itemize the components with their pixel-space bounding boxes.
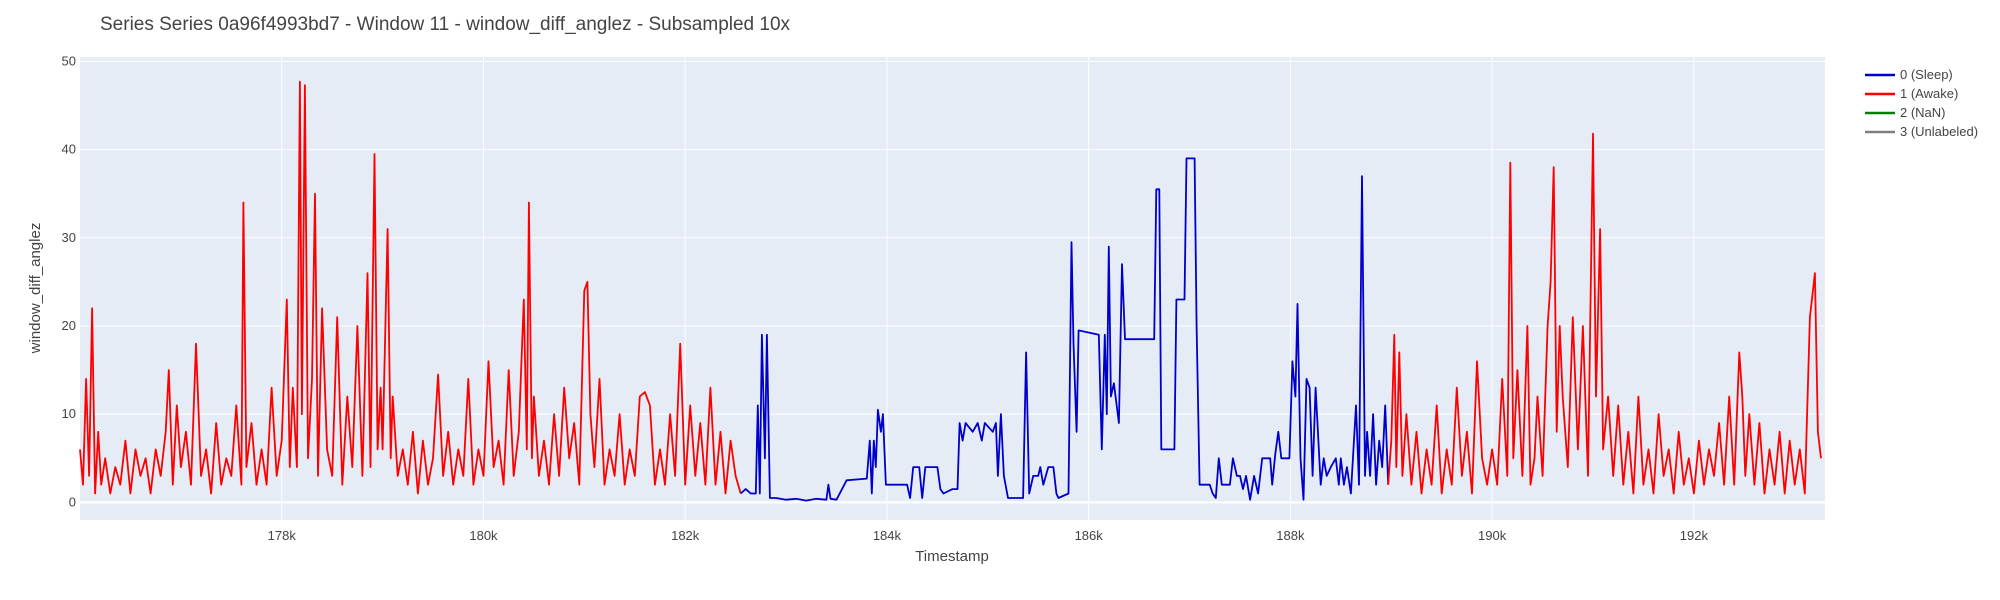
y-tick-label: 50 [62,53,76,68]
series-line [1387,132,1822,495]
legend-item-label: 2 (NaN) [1900,105,1946,120]
y-tick-label: 10 [62,406,76,421]
y-tick-label: 30 [62,230,76,245]
series-lines [79,80,1822,502]
y-tick-label: 40 [62,142,76,157]
series-line [79,80,742,495]
legend-item-label: 3 (Unlabeled) [1900,124,1978,139]
legend-item-label: 0 (Sleep) [1900,67,1953,82]
x-tick-label: 186k [1075,528,1104,543]
x-tick-label: 182k [671,528,700,543]
chart-title: Series Series 0a96f4993bd7 - Window 11 -… [100,14,791,35]
legend: 0 (Sleep) 1 (Awake) 2 (NaN) 3 (Unlabeled) [1865,67,1978,139]
y-tick-label: 20 [62,318,76,333]
grid-lines [80,57,1825,520]
x-tick-label: 188k [1276,528,1305,543]
x-tick-label: 180k [469,528,498,543]
y-tick-label: 0 [69,494,76,509]
x-tick-label: 190k [1478,528,1507,543]
x-tick-label: 178k [268,528,297,543]
x-axis-title: Timestamp [915,548,989,565]
y-axis-ticks: 0 10 20 30 40 50 [62,53,76,509]
y-axis-title: window_diff_anglez [27,223,44,355]
x-tick-label: 192k [1680,528,1709,543]
legend-item-label: 1 (Awake) [1900,86,1958,101]
x-axis-ticks: 178k 180k 182k 184k 186k 188k 190k 192k [268,528,1709,543]
x-tick-label: 184k [873,528,902,543]
series-line [740,157,1390,502]
